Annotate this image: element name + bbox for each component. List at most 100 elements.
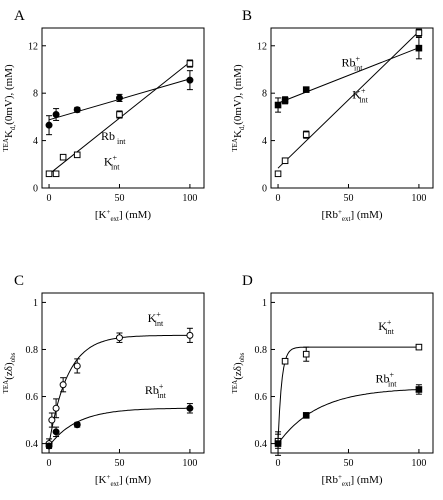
y-tick-label: 0 bbox=[33, 184, 38, 195]
y-tick-label: 1 bbox=[33, 298, 38, 309]
data-point bbox=[73, 421, 81, 429]
data-point bbox=[52, 111, 60, 119]
x-tick-label: 50 bbox=[114, 193, 124, 204]
y-tick-label: 8 bbox=[262, 89, 267, 100]
x-tick-label: 100 bbox=[411, 193, 426, 204]
x-tick-label: 50 bbox=[343, 193, 353, 204]
data-point bbox=[115, 94, 123, 102]
data-point bbox=[115, 334, 123, 342]
data-point bbox=[45, 121, 53, 129]
fit-line bbox=[277, 47, 420, 104]
series-label: Rb int bbox=[101, 129, 126, 146]
x-tick-label: 0 bbox=[47, 458, 52, 469]
y-tick-label: 0.6 bbox=[26, 392, 39, 403]
x-axis-label: [Rb+ext] (mM) bbox=[321, 473, 382, 488]
data-point bbox=[302, 412, 310, 419]
y-tick-label: 0.6 bbox=[255, 392, 268, 403]
x-tick-label: 50 bbox=[343, 458, 353, 469]
y-tick-label: 0 bbox=[262, 184, 267, 195]
data-point bbox=[415, 386, 423, 393]
data-point bbox=[73, 362, 81, 370]
series: K+ int bbox=[274, 318, 423, 449]
x-tick-label: 100 bbox=[182, 193, 197, 204]
y-axis-label: TEAKd,(0mV), (mM) bbox=[2, 64, 17, 152]
y-tick-label: 1 bbox=[262, 298, 267, 309]
panel-letter: D bbox=[242, 273, 253, 289]
data-point bbox=[52, 404, 60, 412]
data-point bbox=[302, 86, 310, 93]
x-tick-label: 50 bbox=[114, 458, 124, 469]
data-point bbox=[281, 157, 289, 165]
data-point bbox=[302, 350, 310, 358]
x-tick-label: 100 bbox=[411, 458, 426, 469]
data-point bbox=[274, 170, 282, 178]
data-point bbox=[415, 29, 423, 37]
plot-frame bbox=[270, 292, 434, 454]
plot-frame bbox=[270, 27, 434, 189]
data-point bbox=[52, 170, 60, 178]
data-point bbox=[281, 357, 289, 365]
fit-line bbox=[48, 334, 190, 444]
y-tick-label: 0.4 bbox=[26, 439, 39, 450]
data-point bbox=[186, 331, 194, 339]
panel-letter: B bbox=[242, 8, 252, 24]
panel-letter: C bbox=[14, 273, 24, 289]
series-label: K+ int bbox=[104, 154, 120, 172]
data-point bbox=[73, 106, 81, 114]
data-point bbox=[45, 170, 53, 178]
data-point bbox=[59, 381, 67, 389]
fit-line bbox=[277, 389, 419, 444]
panel-a: A 0 50 100 0 4 8 12 [K+ext] (mM) TEAKd,(0mV), (mM… bbox=[2, 8, 205, 223]
x-axis-label: [Rb+ext] (mM) bbox=[321, 208, 382, 223]
y-axis-label: TEAKd,(0mV), (mM) bbox=[231, 64, 246, 152]
fit-line bbox=[277, 31, 420, 169]
data-point bbox=[186, 76, 194, 84]
x-tick-label: 0 bbox=[276, 193, 281, 204]
fit-line bbox=[48, 407, 190, 447]
series: Rb int bbox=[45, 70, 194, 146]
data-point bbox=[415, 343, 423, 351]
y-axis-label: TEA(zδ)obs bbox=[2, 352, 17, 393]
data-point bbox=[281, 96, 289, 104]
y-tick-label: 0.8 bbox=[26, 345, 39, 356]
panel-b: B 0 50 100 0 4 8 12 [Rb+ext] (mM) TEAKd,(0mV), (m… bbox=[231, 8, 434, 223]
series: K+ int bbox=[45, 310, 194, 449]
series: K+ int bbox=[45, 59, 194, 178]
fit-line bbox=[277, 346, 419, 442]
x-tick-label: 0 bbox=[276, 458, 281, 469]
x-tick-label: 0 bbox=[47, 193, 52, 204]
y-tick-label: 12 bbox=[28, 41, 38, 52]
x-axis-label: [K+ext] (mM) bbox=[95, 208, 152, 223]
data-point bbox=[48, 416, 56, 424]
data-point bbox=[73, 151, 81, 159]
y-axis-label: TEA(zδ)obs bbox=[231, 352, 246, 393]
data-point bbox=[302, 131, 310, 138]
series-label: Rb+ int bbox=[376, 371, 398, 389]
plot-frame bbox=[41, 292, 205, 454]
series-label: K+ int bbox=[352, 86, 368, 104]
panel-c: C 0 50 100 0.4 0.6 0.8 1 [K+ext] (mM) TEA(zδ)obs K… bbox=[2, 273, 205, 488]
y-tick-label: 0.4 bbox=[255, 439, 268, 450]
series-label: K+ int bbox=[378, 318, 394, 336]
series: Rb+ int bbox=[274, 371, 423, 456]
data-point bbox=[274, 101, 282, 109]
y-tick-label: 4 bbox=[262, 136, 267, 147]
data-point bbox=[274, 440, 282, 447]
x-tick-label: 100 bbox=[182, 458, 197, 469]
panel-letter: A bbox=[14, 8, 25, 24]
panel-d: D 0 50 100 0.4 0.6 0.8 1 [Rb+ext] (mM) TEA(zδ)obs… bbox=[231, 273, 434, 488]
series-label: Rb+ int bbox=[342, 54, 364, 72]
data-point bbox=[186, 404, 194, 412]
series: Rb+ int bbox=[274, 36, 423, 113]
x-axis-label: [K+ext] (mM) bbox=[95, 473, 152, 488]
data-point bbox=[116, 111, 123, 118]
series-label: Rb+ int bbox=[145, 382, 167, 400]
plot-frame bbox=[41, 27, 205, 189]
series-label: K+ int bbox=[148, 310, 164, 328]
y-tick-label: 8 bbox=[33, 89, 38, 100]
data-point bbox=[415, 44, 423, 52]
y-tick-label: 4 bbox=[33, 136, 38, 147]
data-point bbox=[59, 153, 67, 161]
